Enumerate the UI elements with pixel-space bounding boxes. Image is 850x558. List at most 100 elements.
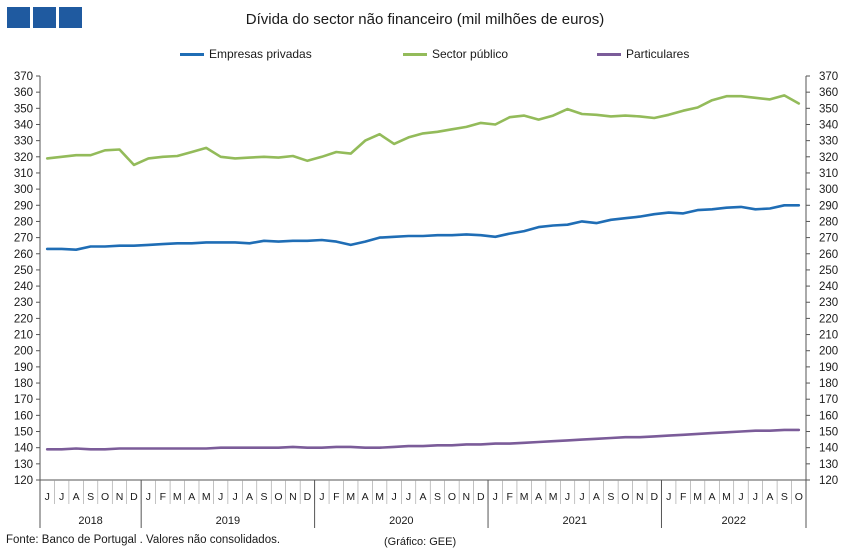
logo-block xyxy=(33,7,56,28)
y-tick-label-left: 260 xyxy=(14,249,33,261)
x-month-label: S xyxy=(434,491,441,503)
x-month-label: A xyxy=(593,491,600,503)
x-year-label: 2019 xyxy=(216,515,240,527)
x-month-label: J xyxy=(218,491,223,503)
x-month-label: M xyxy=(520,491,529,503)
y-tick-label-left: 160 xyxy=(14,410,33,422)
x-month-label: A xyxy=(188,491,195,503)
y-tick-label-right: 350 xyxy=(819,103,838,115)
x-month-label: J xyxy=(579,491,584,503)
x-year-label: 2020 xyxy=(389,515,413,527)
x-month-label: O xyxy=(101,491,109,503)
x-month-label: M xyxy=(693,491,702,503)
y-tick-label-left: 370 xyxy=(14,71,33,83)
y-tick-label-right: 250 xyxy=(819,265,838,277)
x-month-label: F xyxy=(160,491,166,503)
x-month-label: J xyxy=(59,491,64,503)
y-tick-label-right: 200 xyxy=(819,346,838,358)
x-month-label: J xyxy=(565,491,570,503)
y-tick-label-left: 300 xyxy=(14,184,33,196)
y-tick-label-left: 190 xyxy=(14,362,33,374)
x-month-label: M xyxy=(549,491,558,503)
y-tick-label-right: 230 xyxy=(819,297,838,309)
x-month-label: O xyxy=(274,491,282,503)
y-tick-label-left: 230 xyxy=(14,297,33,309)
y-tick-label-left: 130 xyxy=(14,459,33,471)
x-month-label: A xyxy=(709,491,716,503)
x-month-label: N xyxy=(116,491,124,503)
y-tick-label-left: 150 xyxy=(14,427,33,439)
x-month-label: D xyxy=(477,491,485,503)
x-month-label: D xyxy=(650,491,658,503)
x-month-label: S xyxy=(87,491,94,503)
x-month-label: S xyxy=(607,491,614,503)
y-tick-label-right: 120 xyxy=(819,475,838,487)
y-tick-label-left: 270 xyxy=(14,233,33,245)
x-month-label: J xyxy=(753,491,758,503)
x-month-label: S xyxy=(781,491,788,503)
y-tick-label-right: 150 xyxy=(819,427,838,439)
y-tick-label-left: 220 xyxy=(14,313,33,325)
y-tick-label-left: 280 xyxy=(14,216,33,228)
y-tick-label-right: 190 xyxy=(819,362,838,374)
x-month-label: A xyxy=(419,491,426,503)
x-month-label: D xyxy=(304,491,312,503)
source-note: Fonte: Banco de Portugal . Valores não c… xyxy=(6,534,281,546)
logo-block xyxy=(7,7,30,28)
x-month-label: A xyxy=(535,491,542,503)
y-tick-label-right: 260 xyxy=(819,249,838,261)
y-tick-label-right: 160 xyxy=(819,410,838,422)
x-year-label: 2022 xyxy=(721,515,745,527)
x-month-label: J xyxy=(391,491,396,503)
y-tick-label-left: 120 xyxy=(14,475,33,487)
x-month-label: O xyxy=(621,491,629,503)
y-tick-label-left: 360 xyxy=(14,87,33,99)
y-tick-label-right: 280 xyxy=(819,216,838,228)
y-tick-label-right: 240 xyxy=(819,281,838,293)
x-month-label: J xyxy=(666,491,671,503)
y-tick-label-left: 180 xyxy=(14,378,33,390)
y-tick-label-right: 140 xyxy=(819,443,838,455)
legend-label: Sector público xyxy=(432,47,509,61)
y-tick-label-right: 170 xyxy=(819,394,838,406)
legend-swatch xyxy=(597,52,621,56)
y-tick-label-left: 330 xyxy=(14,136,33,148)
legend-item-sector-publico: Sector público xyxy=(403,47,508,61)
y-tick-label-right: 360 xyxy=(819,87,838,99)
x-month-label: J xyxy=(232,491,237,503)
series-line-2 xyxy=(45,428,801,451)
x-month-label: N xyxy=(289,491,297,503)
y-tick-label-right: 330 xyxy=(819,136,838,148)
y-tick-label-left: 140 xyxy=(14,443,33,455)
x-month-label: O xyxy=(795,491,803,503)
y-tick-label-left: 210 xyxy=(14,330,33,342)
legend-item-empresas: Empresas privadas xyxy=(180,47,312,61)
y-tick-label-left: 340 xyxy=(14,119,33,131)
x-month-label: J xyxy=(493,491,498,503)
x-year-label: 2021 xyxy=(563,515,587,527)
x-month-label: A xyxy=(246,491,253,503)
x-month-label: S xyxy=(261,491,268,503)
chart-title: Dívida do sector não financeiro (mil mil… xyxy=(245,11,605,28)
y-tick-label-left: 240 xyxy=(14,281,33,293)
x-month-label: J xyxy=(406,491,411,503)
legend-label: Empresas privadas xyxy=(209,47,312,61)
logo-block xyxy=(59,7,82,28)
x-month-label: O xyxy=(448,491,456,503)
credit-note: (Gráfico: GEE) xyxy=(384,536,457,548)
x-year-label: 2018 xyxy=(78,515,102,527)
x-month-label: N xyxy=(636,491,644,503)
x-month-label: A xyxy=(73,491,80,503)
y-tick-label-right: 310 xyxy=(819,168,838,180)
logo xyxy=(7,7,82,28)
y-tick-label-right: 270 xyxy=(819,233,838,245)
y-tick-label-right: 220 xyxy=(819,313,838,325)
x-month-label: M xyxy=(375,491,384,503)
x-month-label: A xyxy=(362,491,369,503)
y-tick-label-right: 320 xyxy=(819,152,838,164)
x-month-label: F xyxy=(507,491,513,503)
y-tick-label-right: 300 xyxy=(819,184,838,196)
y-tick-label-right: 180 xyxy=(819,378,838,390)
y-tick-label-left: 290 xyxy=(14,200,33,212)
